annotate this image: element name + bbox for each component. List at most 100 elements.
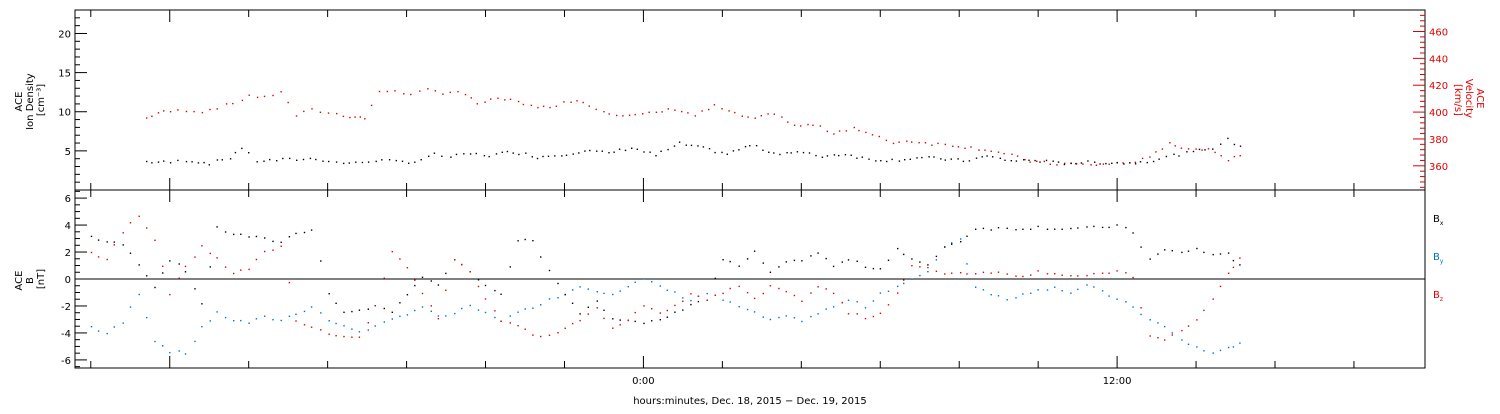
- by-point: [919, 274, 921, 277]
- bz-point: [351, 336, 353, 338]
- velocity-point: [1174, 145, 1176, 147]
- bx-point: [960, 241, 962, 243]
- bx-point: [659, 319, 661, 321]
- velocity-point: [542, 105, 545, 107]
- density-point: [547, 155, 550, 157]
- x-tick-label: 12:00: [1103, 376, 1132, 387]
- density-point: [1173, 153, 1175, 155]
- bx-point: [997, 227, 1000, 229]
- velocity-point: [812, 124, 814, 126]
- bz-point: [367, 322, 369, 324]
- velocity-point: [1195, 148, 1197, 150]
- bz-point: [746, 291, 749, 294]
- density-point: [880, 160, 882, 162]
- bx-point: [841, 261, 843, 263]
- density-point: [191, 161, 193, 163]
- bx-point: [919, 261, 921, 263]
- top-left-ylabel: ACE Ion Density [cm⁻³]: [14, 70, 47, 130]
- bx-point: [194, 288, 196, 290]
- by-point: [1093, 286, 1095, 288]
- bz-point: [778, 287, 780, 290]
- bottom-left-ylabel-line-3: [nT]: [36, 269, 47, 289]
- velocity-point: [687, 112, 689, 114]
- by-point: [524, 308, 526, 310]
- density-point: [151, 162, 153, 164]
- velocity-point: [760, 115, 762, 117]
- density-point: [933, 156, 935, 158]
- top-left-tick-label: 5: [65, 147, 71, 158]
- by-point: [847, 299, 850, 301]
- bx-point: [224, 231, 227, 233]
- by-point: [328, 320, 330, 322]
- by-point: [358, 331, 361, 333]
- top-left-tick-label: 20: [58, 29, 71, 40]
- bz-point: [280, 245, 282, 247]
- velocity-point: [918, 142, 920, 144]
- bz-point: [406, 267, 409, 269]
- velocity-point: [878, 135, 880, 138]
- bx-point: [122, 244, 124, 246]
- by-point: [612, 293, 614, 296]
- density-point: [483, 155, 486, 157]
- velocity-point: [937, 142, 939, 145]
- density-point: [256, 161, 258, 163]
- velocity-point: [713, 104, 716, 106]
- by-point: [801, 320, 803, 323]
- density-point: [216, 159, 219, 161]
- bz-point: [1022, 275, 1024, 278]
- bz-point: [1054, 273, 1056, 275]
- velocity-point: [944, 143, 946, 146]
- bz-point: [960, 272, 962, 274]
- velocity-point: [311, 108, 313, 110]
- velocity-point: [892, 142, 895, 145]
- density-point: [685, 144, 687, 146]
- density-point: [940, 158, 942, 160]
- bz-point: [557, 332, 559, 334]
- velocity-point: [608, 113, 610, 115]
- bottom-left-tick-label: -4: [61, 329, 71, 340]
- density-point: [1111, 162, 1113, 164]
- velocity-point: [370, 104, 373, 107]
- by-point: [706, 292, 708, 295]
- bx-point: [966, 235, 968, 237]
- by-point: [216, 311, 218, 313]
- density-point: [779, 153, 781, 156]
- velocity-point: [906, 140, 908, 142]
- velocity-point: [728, 110, 730, 112]
- velocity-point: [1233, 155, 1236, 158]
- velocity-point: [911, 141, 913, 143]
- velocity-point: [504, 99, 506, 101]
- velocity-point: [1141, 157, 1144, 160]
- velocity-point: [833, 133, 835, 135]
- bx-point: [500, 293, 502, 295]
- density-point: [773, 152, 775, 154]
- bz-point: [445, 289, 447, 291]
- velocity-point: [1187, 148, 1190, 150]
- by-point: [762, 316, 764, 318]
- density-point: [1227, 137, 1229, 140]
- density-point: [921, 156, 923, 159]
- bx-point: [233, 233, 235, 236]
- density-point: [348, 162, 350, 164]
- by-point: [517, 311, 519, 313]
- density-point: [928, 156, 930, 158]
- bx-point: [643, 322, 645, 325]
- top-right-ylabel-line-1: ACE: [1474, 88, 1485, 108]
- velocity-point: [845, 130, 848, 132]
- velocity-point: [280, 91, 282, 93]
- density-point: [234, 151, 237, 154]
- bx-point: [184, 271, 187, 273]
- velocity-point: [952, 145, 954, 147]
- by-point: [1006, 299, 1008, 301]
- bz-point: [1030, 274, 1032, 276]
- density-point: [203, 161, 205, 164]
- bottom-series: [90, 215, 1241, 355]
- by-point: [1239, 342, 1241, 344]
- by-point: [1037, 289, 1039, 291]
- density-point: [786, 152, 788, 154]
- density-point: [826, 155, 829, 157]
- bz-point: [358, 336, 361, 338]
- by-point: [1086, 284, 1088, 286]
- bz-point: [762, 292, 764, 295]
- bz-point: [1140, 307, 1142, 309]
